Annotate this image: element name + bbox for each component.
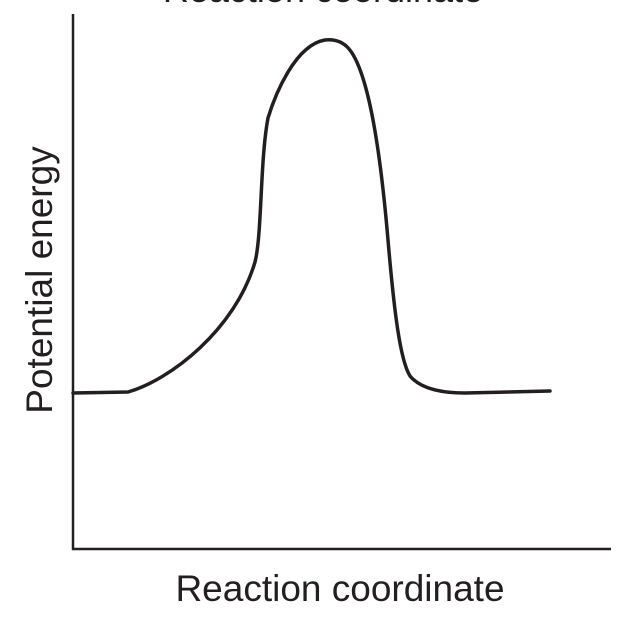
cropped-caption: Reaction coordinate — [163, 0, 483, 10]
energy-curve — [71, 38, 552, 395]
x-axis-label: Reaction coordinate — [175, 568, 504, 609]
y-axis-label: Potential energy — [19, 146, 60, 414]
